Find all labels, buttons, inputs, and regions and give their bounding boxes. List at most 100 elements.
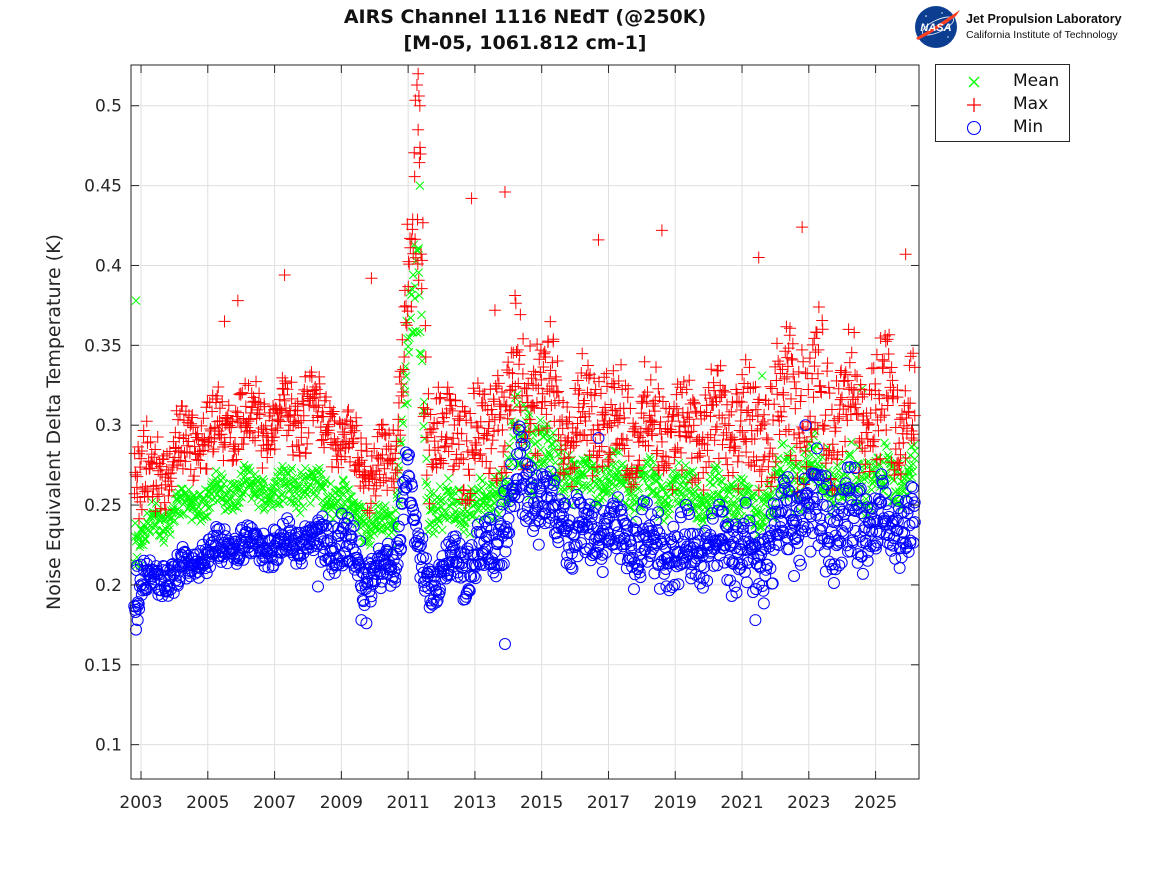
max-point bbox=[431, 417, 444, 430]
max-point bbox=[607, 364, 620, 377]
max-point bbox=[504, 403, 517, 416]
max-point bbox=[268, 443, 281, 456]
max-point bbox=[627, 478, 640, 491]
max-point bbox=[163, 445, 176, 458]
max-point bbox=[313, 370, 326, 383]
max-point bbox=[325, 407, 338, 420]
max-point bbox=[297, 398, 310, 411]
mean-point bbox=[653, 495, 663, 505]
max-point bbox=[292, 416, 305, 429]
max-point bbox=[397, 386, 410, 399]
max-point bbox=[516, 367, 529, 380]
mean-point bbox=[823, 443, 833, 452]
mean-point bbox=[758, 517, 767, 526]
max-point bbox=[527, 365, 540, 378]
chart-title-line2: [M-05, 1061.812 cm-1] bbox=[403, 32, 647, 54]
mean-point bbox=[275, 483, 284, 493]
max-point bbox=[753, 393, 766, 406]
max-point bbox=[421, 431, 434, 444]
mean-point bbox=[404, 347, 414, 357]
max-point bbox=[393, 371, 406, 384]
mean-point bbox=[165, 529, 175, 539]
max-point bbox=[640, 422, 653, 435]
mean-point bbox=[664, 499, 674, 508]
max-point bbox=[507, 346, 520, 359]
max-point bbox=[493, 398, 506, 411]
max-point bbox=[457, 453, 470, 466]
max-point bbox=[808, 332, 821, 345]
max-point bbox=[811, 367, 824, 380]
mean-point bbox=[217, 484, 227, 494]
mean-point bbox=[509, 433, 518, 443]
mean-point bbox=[882, 442, 891, 451]
max-point bbox=[250, 375, 263, 388]
max-point bbox=[816, 323, 829, 336]
mean-point bbox=[859, 474, 869, 484]
max-point bbox=[455, 452, 468, 465]
mean-point bbox=[420, 434, 429, 443]
mean-point bbox=[410, 294, 420, 303]
max-point bbox=[230, 453, 243, 466]
max-point bbox=[839, 435, 852, 448]
max-point bbox=[632, 459, 645, 472]
max-point bbox=[596, 406, 609, 419]
max-point bbox=[441, 381, 454, 394]
max-point bbox=[388, 481, 401, 494]
mean-point bbox=[316, 469, 326, 479]
mean-point bbox=[609, 478, 618, 488]
max-point bbox=[184, 463, 197, 476]
mean-point bbox=[247, 494, 257, 504]
max-point bbox=[707, 399, 720, 412]
max-point bbox=[368, 442, 381, 455]
max-point bbox=[514, 308, 527, 321]
mean-point bbox=[199, 512, 209, 522]
max-point bbox=[530, 379, 543, 392]
max-outlier-point bbox=[278, 269, 291, 282]
x-tick-label: 2017 bbox=[587, 793, 630, 813]
max-point bbox=[159, 503, 172, 516]
max-point bbox=[561, 401, 574, 414]
max-point bbox=[540, 408, 553, 421]
mean-point bbox=[760, 520, 770, 530]
max-point bbox=[409, 233, 422, 246]
legend: Mean Max Min bbox=[935, 64, 1070, 142]
max-point bbox=[529, 368, 542, 381]
min-point bbox=[827, 576, 840, 589]
max-point bbox=[445, 437, 458, 450]
max-point bbox=[818, 420, 831, 433]
max-point bbox=[581, 359, 594, 372]
mean-point bbox=[345, 484, 354, 494]
mean-point bbox=[723, 485, 733, 495]
mean-point bbox=[681, 461, 691, 470]
min-outlier-point bbox=[498, 638, 511, 651]
max-point bbox=[756, 415, 769, 428]
max-point bbox=[749, 380, 762, 393]
max-point bbox=[563, 411, 576, 424]
max-point bbox=[850, 408, 863, 421]
y-tick-label: 0.45 bbox=[84, 177, 122, 197]
max-point bbox=[475, 396, 488, 409]
max-point bbox=[256, 462, 269, 475]
y-tick-label: 0.3 bbox=[95, 416, 122, 436]
max-point bbox=[618, 442, 631, 455]
max-point bbox=[389, 466, 402, 479]
max-point bbox=[154, 460, 167, 473]
max-point bbox=[385, 475, 398, 488]
max-point bbox=[137, 424, 150, 437]
max-point bbox=[661, 425, 674, 438]
max-point bbox=[899, 384, 912, 397]
y-tick-label: 0.35 bbox=[84, 336, 122, 356]
plus-marker-icon bbox=[967, 98, 981, 112]
max-point bbox=[495, 385, 508, 398]
mean-point bbox=[369, 521, 379, 530]
max-point bbox=[829, 425, 842, 438]
max-point bbox=[457, 483, 470, 496]
max-point bbox=[889, 442, 902, 455]
max-point bbox=[535, 373, 548, 386]
max-point bbox=[503, 366, 516, 379]
x-tick-labels: 2003 2005 2007 2009 2011 2013 2015 2017 2019 2021… bbox=[119, 793, 897, 813]
max-outlier-point bbox=[655, 224, 668, 237]
max-point bbox=[509, 289, 522, 302]
max-point bbox=[211, 389, 224, 402]
max-point bbox=[463, 469, 476, 482]
